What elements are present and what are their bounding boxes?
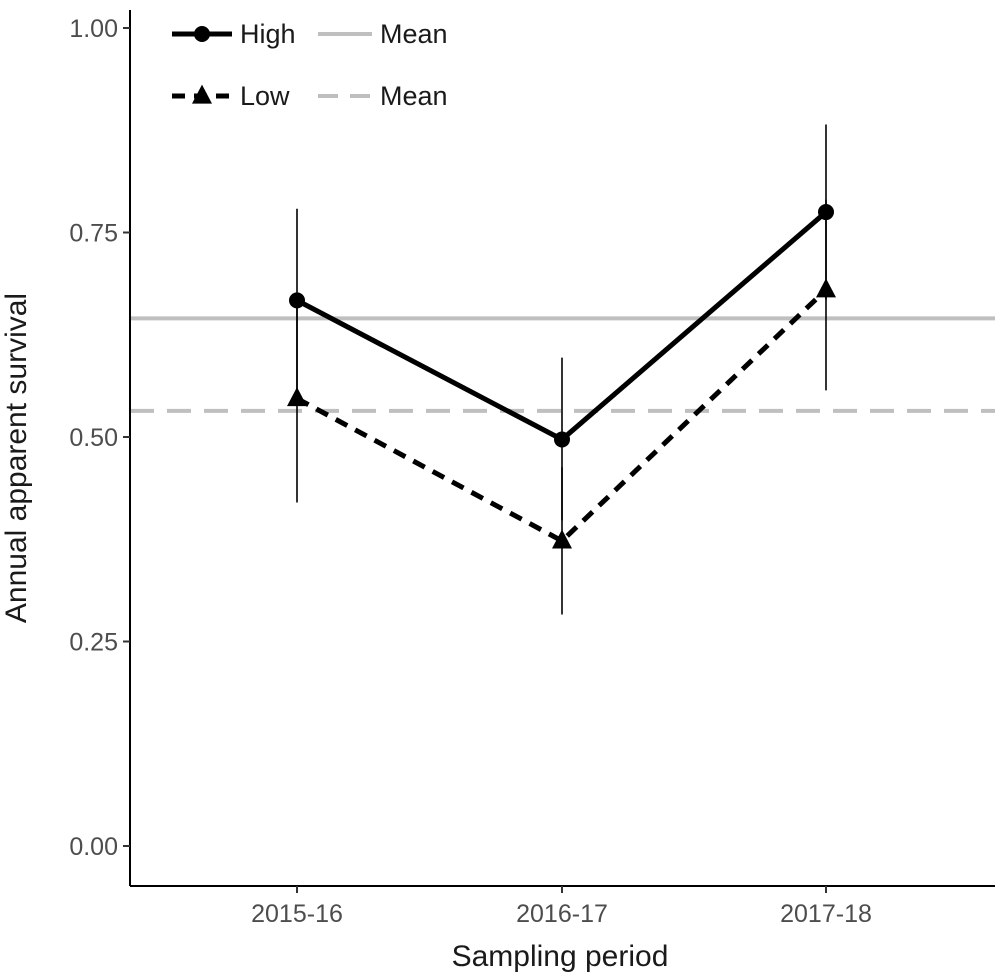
legend: High Low Mean Mean bbox=[172, 19, 448, 111]
series-markers bbox=[287, 204, 836, 549]
x-axis-title: Sampling period bbox=[452, 940, 669, 973]
point-low-1 bbox=[552, 529, 572, 549]
y-tick-label: 1.00 bbox=[69, 15, 118, 43]
point-high-2 bbox=[818, 204, 834, 221]
legend-marker-high bbox=[194, 26, 210, 42]
point-low-2 bbox=[816, 278, 836, 298]
legend-item-mean-1: Mean bbox=[318, 81, 448, 111]
x-tick-label: 2017-18 bbox=[780, 900, 872, 928]
legend-item-mean-0: Mean bbox=[318, 19, 448, 49]
y-axis-title: Annual apparent survival bbox=[0, 293, 33, 623]
reference-lines bbox=[130, 316, 995, 413]
y-tick-label: 0.50 bbox=[69, 424, 118, 452]
series-line-low bbox=[295, 287, 828, 544]
point-low-0 bbox=[287, 387, 307, 407]
legend-item-low: Low bbox=[172, 81, 290, 111]
legend-label-low: Low bbox=[240, 81, 290, 111]
y-tick-label: 0.25 bbox=[69, 629, 118, 657]
y-tick-label: 0.75 bbox=[69, 220, 118, 248]
y-tick-label: 0.00 bbox=[69, 833, 118, 861]
x-tick-label: 2015-16 bbox=[251, 900, 343, 928]
legend-marker-low bbox=[192, 84, 212, 104]
point-high-1 bbox=[554, 431, 570, 448]
x-tick-label: 2016-17 bbox=[516, 900, 608, 928]
legend-item-high: High bbox=[172, 19, 296, 49]
legend-label-mean-1: Mean bbox=[380, 81, 448, 111]
error-bars bbox=[296, 124, 827, 615]
legend-label-high: High bbox=[240, 19, 296, 49]
point-high-0 bbox=[289, 292, 305, 309]
axes: 0.00 0.25 0.50 0.75 1.00 2015-16 2016-17 2017-1… bbox=[69, 10, 995, 928]
legend-label-mean-0: Mean bbox=[380, 19, 448, 49]
